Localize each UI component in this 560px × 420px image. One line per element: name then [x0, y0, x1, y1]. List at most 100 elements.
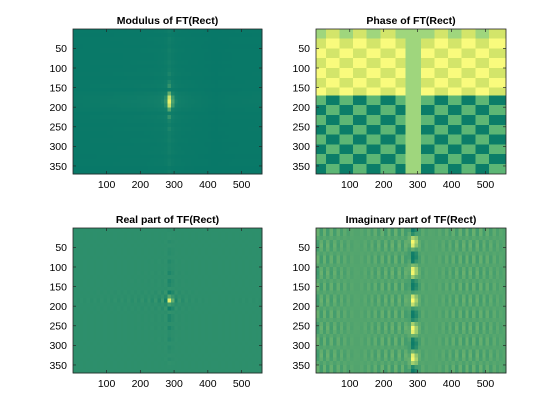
heatmap-cell [116, 275, 121, 280]
heatmap-cell [184, 306, 189, 311]
heatmap-cell [106, 251, 111, 256]
heatmap-cell [221, 44, 226, 50]
heatmap-cell [431, 255, 436, 260]
heatmap-cell [241, 162, 246, 167]
heatmap-cell [133, 306, 138, 311]
heatmap-cell [123, 170, 128, 175]
heatmap-cell [76, 278, 81, 284]
heatmap-cell [395, 28, 407, 39]
heatmap-cell [197, 103, 202, 108]
heatmap-cell [211, 115, 216, 120]
heatmap-cell [110, 259, 115, 264]
heatmap-cell [444, 239, 449, 245]
heatmap-cell [438, 231, 443, 237]
heatmap-cell [170, 275, 175, 280]
heatmap-cell [96, 64, 101, 69]
heatmap-cell [197, 32, 202, 38]
heatmap-cell [407, 247, 412, 253]
heatmap-cell [140, 162, 145, 167]
heatmap-cell [120, 259, 125, 264]
heatmap-cell [106, 345, 111, 350]
heatmap-cell [137, 302, 142, 307]
heatmap-cell [157, 282, 162, 288]
heatmap-cell [214, 235, 219, 241]
heatmap-cell [96, 48, 101, 54]
heatmap-cell [353, 58, 368, 69]
heatmap-cell [197, 150, 202, 155]
heatmap-cell [167, 357, 172, 362]
heatmap-cell [187, 290, 192, 296]
heatmap-cell [191, 259, 196, 264]
heatmap-cell [140, 111, 145, 116]
heatmap-cell [475, 28, 490, 39]
heatmap-cell [113, 325, 118, 331]
heatmap-cell [245, 259, 250, 264]
heatmap-cell [346, 243, 351, 249]
heatmap-cell [164, 325, 169, 331]
heatmap-cell [170, 259, 175, 264]
heatmap-cell [208, 111, 212, 116]
heatmap-cell [170, 146, 175, 151]
heatmap-cell [187, 142, 192, 148]
heatmap-cell [127, 119, 131, 124]
heatmap-cell [181, 341, 185, 347]
heatmap-cell [160, 290, 165, 296]
heatmap-cell [191, 349, 196, 354]
heatmap-cell [221, 91, 226, 97]
heatmap-cell [241, 79, 246, 85]
heatmap-cell [160, 235, 165, 241]
heatmap-cell [174, 170, 179, 175]
heatmap-cell [96, 345, 101, 350]
heatmap-cell [224, 158, 229, 163]
heatmap-cell [123, 337, 128, 343]
heatmap-cell [160, 162, 165, 167]
heatmap-cell [235, 40, 239, 46]
heatmap-cell [448, 259, 453, 264]
heatmap-cell [336, 243, 341, 249]
heatmap-cell [130, 337, 135, 343]
heatmap-cell [170, 286, 175, 292]
heatmap-cell [137, 111, 142, 116]
heatmap-cell [106, 325, 111, 331]
heatmap-cell [255, 357, 260, 362]
heatmap-cell [73, 123, 77, 128]
heatmap-cell [116, 68, 121, 73]
heatmap-cell [140, 119, 145, 124]
heatmap-cell [245, 294, 250, 300]
heatmap-cell [194, 44, 199, 50]
heatmap-cell [238, 111, 243, 116]
heatmap-cell [167, 243, 172, 249]
heatmap-cell [405, 38, 422, 49]
heatmap-cell [214, 162, 219, 167]
heatmap-cell [315, 134, 327, 145]
heatmap-cell [143, 357, 148, 362]
heatmap-cell [160, 130, 165, 136]
heatmap-real [73, 228, 263, 374]
heatmap-cell [120, 119, 125, 124]
heatmap-cell [339, 164, 354, 175]
heatmap-cell [255, 107, 260, 112]
heatmap-cell [346, 263, 351, 268]
heatmap-cell [147, 130, 152, 136]
heatmap-cell [248, 76, 253, 81]
heatmap-cell [194, 298, 199, 303]
heatmap-cell [211, 95, 216, 101]
heatmap-cell [339, 255, 344, 260]
heatmap-cell [143, 134, 148, 140]
heatmap-cell [89, 76, 94, 81]
heatmap-cell [197, 158, 202, 163]
heatmap-cell [123, 271, 128, 276]
heatmap-cell [110, 119, 115, 124]
heatmap-cell [221, 259, 226, 264]
heatmap-cell [221, 255, 226, 260]
heatmap-cell [100, 107, 104, 112]
heatmap-cell [89, 150, 94, 155]
heatmap-cell [248, 99, 253, 104]
heatmap-cell [383, 251, 388, 256]
heatmap-cell [154, 267, 158, 272]
heatmap-cell [224, 126, 229, 132]
heatmap-cell [79, 263, 84, 268]
heatmap-cell [221, 170, 226, 175]
heatmap-cell [137, 32, 142, 38]
heatmap-cell [231, 76, 236, 81]
